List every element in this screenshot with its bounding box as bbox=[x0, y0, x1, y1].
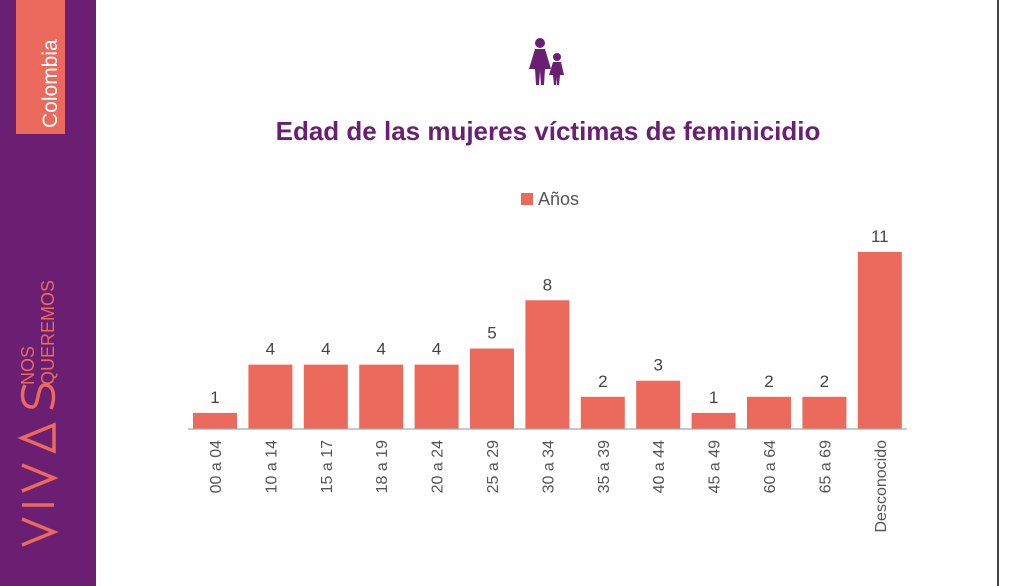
data-label-3: 4 bbox=[376, 340, 385, 359]
tick-label-1: 10 a 14 bbox=[263, 440, 280, 493]
data-label-5: 5 bbox=[487, 324, 496, 343]
tick-label-9: 45 a 49 bbox=[707, 440, 724, 493]
bar-2 bbox=[303, 364, 348, 429]
bar-10 bbox=[747, 396, 791, 429]
tick-label-5: 25 a 29 bbox=[485, 440, 502, 493]
legend-swatch bbox=[520, 193, 533, 205]
bar-8 bbox=[636, 380, 681, 429]
bar-0 bbox=[193, 412, 237, 429]
tick-label-3: 18 a 19 bbox=[374, 440, 391, 493]
bar-6 bbox=[525, 300, 570, 429]
tick-label-7: 35 a 39 bbox=[596, 440, 613, 493]
tick-label-11: 65 a 69 bbox=[817, 440, 834, 493]
tick-label-6: 30 a 34 bbox=[540, 440, 557, 493]
data-label-11: 2 bbox=[820, 372, 829, 391]
logo-small-2: QUEREMOS bbox=[38, 280, 58, 385]
logo-small-1: NOS bbox=[18, 346, 38, 385]
data-label-9: 1 bbox=[709, 388, 718, 407]
tick-label-10: 60 a 64 bbox=[762, 440, 779, 493]
tick-label-4: 20 a 24 bbox=[430, 440, 447, 493]
sidebar: Colombia NOS QUEREMOS bbox=[0, 0, 96, 586]
bar-7 bbox=[580, 396, 625, 429]
data-label-1: 4 bbox=[266, 340, 275, 359]
legend-label: Años bbox=[537, 189, 580, 209]
data-label-6: 8 bbox=[543, 275, 552, 294]
data-label-8: 3 bbox=[653, 356, 662, 375]
data-label-2: 4 bbox=[321, 340, 330, 359]
tick-label-2: 15 a 17 bbox=[319, 440, 336, 493]
data-label-12: 11 bbox=[871, 227, 889, 246]
woman-and-girl-icon bbox=[527, 37, 567, 87]
data-label-10: 2 bbox=[764, 372, 773, 391]
data-label-0: 1 bbox=[210, 388, 219, 407]
chart-title: Edad de las mujeres víctimas de feminici… bbox=[275, 116, 821, 146]
bar-9 bbox=[691, 412, 736, 429]
bar-3 bbox=[359, 364, 404, 429]
tick-label-12: Desconocido bbox=[873, 440, 890, 533]
data-label-4: 4 bbox=[432, 340, 441, 359]
chart-legend: Años bbox=[0, 189, 1011, 210]
tick-label-8: 40 a 44 bbox=[651, 440, 668, 493]
data-label-7: 2 bbox=[598, 372, 607, 391]
country-tab bbox=[16, 0, 65, 134]
page-edge bbox=[997, 0, 1011, 586]
bar-5 bbox=[470, 348, 514, 429]
vivas-logo: NOS QUEREMOS bbox=[17, 280, 59, 547]
bar-4 bbox=[414, 364, 459, 429]
bar-11 bbox=[802, 396, 847, 429]
tick-label-0: 00 a 04 bbox=[208, 440, 225, 493]
bar-12 bbox=[857, 252, 902, 429]
bar-1 bbox=[248, 364, 293, 429]
